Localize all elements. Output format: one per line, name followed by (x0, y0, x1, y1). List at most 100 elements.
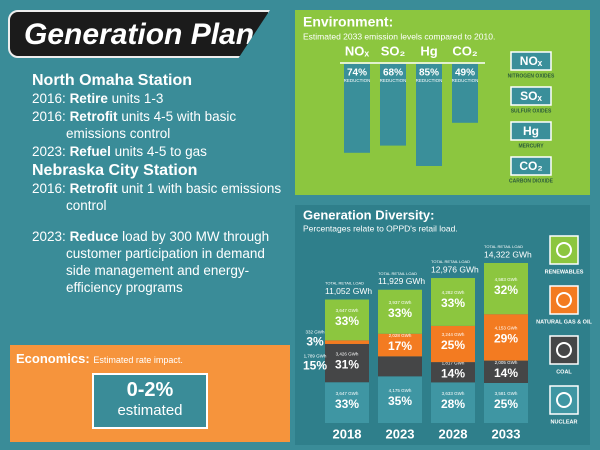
bar-segment (378, 376, 422, 423)
segment-gwh: 3,937 GWh (389, 300, 412, 305)
total-label: TOTAL RETAIL LOAD (325, 281, 364, 286)
total-label: TOTAL RETAIL LOAD (431, 259, 470, 264)
legend-box (510, 121, 552, 141)
segment-percent: 33% (388, 306, 412, 320)
bar-segment (325, 343, 369, 383)
legend-icon (549, 235, 579, 265)
segment-gwh: 4,583 GWh (495, 277, 518, 282)
segment-percent: 28% (441, 397, 465, 411)
segment-gwh: 3,633 GWh (442, 391, 465, 396)
legend-label: NATURAL GAS & OIL (536, 319, 592, 325)
segment-percent: 29% (494, 332, 518, 346)
item-year: 2016: (32, 109, 66, 124)
segment-percent: 33% (335, 397, 359, 411)
segment-percent: 17% (388, 339, 412, 353)
legend-icon (549, 285, 579, 315)
legend-symbol: Hg (523, 124, 539, 138)
segment-gwh: 3,647 GWh (336, 308, 359, 313)
year-label: 2028 (439, 426, 468, 441)
segment-percent: 14% (441, 366, 465, 380)
bar (416, 64, 442, 166)
year-label: 2033 (492, 426, 521, 441)
segment-percent: 31% (335, 357, 359, 371)
total-value: 11,052 GWh (325, 286, 372, 296)
bar-segment (325, 382, 369, 423)
plan-item: 2016: Retrofit unit 1 with basic emissio… (32, 180, 292, 214)
segment-percent: 14% (494, 366, 518, 380)
segment-gwh: 332 GWh (305, 329, 325, 334)
bar-segment (431, 362, 475, 383)
bar-segment (378, 289, 422, 334)
total-label: TOTAL RETAIL LOAD (378, 271, 417, 276)
segment-gwh: 3,244 GWh (442, 332, 465, 337)
item-text: unit 1 with basic emissions control (66, 181, 282, 213)
item-text: units 4-5 with basic emissions control (66, 109, 237, 141)
plan-item: 2016: Retrofit units 4-5 with basic emis… (32, 108, 292, 142)
economics-heading: Economics: Estimated rate impact. (16, 351, 183, 366)
segment-percent: 35% (388, 394, 412, 408)
segment-gwh: 1,817 GWh (442, 360, 465, 365)
value-note: REDUCTION (416, 78, 443, 83)
bar-segment (484, 263, 528, 315)
segment-percent: 15% (303, 359, 327, 373)
legend-box (510, 51, 552, 71)
value-label: 74% (347, 68, 367, 79)
item-text: load by 300 MW through customer particip… (66, 229, 270, 295)
legend-label: RENEWABLES (545, 269, 584, 275)
legend-symbol: SOₓ (520, 89, 542, 103)
segment-percent: 25% (494, 397, 518, 411)
bar-segment (431, 325, 475, 363)
segment-percent: 32% (494, 283, 518, 297)
chart-subtitle: Estimated 2033 emission levels compared … (303, 31, 495, 41)
legend-name: MERCURY (518, 143, 544, 149)
chart-title: Environment: (303, 14, 393, 30)
segment-gwh: 3,647 GWh (336, 391, 359, 396)
value-note: REDUCTION (452, 78, 479, 83)
title-banner: Generation Plan (8, 10, 270, 58)
plan-item: 2016: Retire units 1-3 (32, 90, 292, 107)
economics-subtitle: Estimated rate impact. (93, 355, 183, 365)
category-label: SO₂ (381, 43, 406, 58)
bar-segment (378, 333, 422, 357)
plan-item: 2023: Refuel units 4-5 to gas (32, 143, 292, 160)
rate-value: 0-2% (126, 379, 174, 401)
item-action: Retrofit (69, 109, 118, 124)
plan-list: North Omaha Station 2016: Retire units 1-… (32, 70, 292, 296)
item-action: Retrofit (69, 181, 118, 196)
legend-icon (549, 385, 579, 415)
category-label: NOₓ (345, 43, 370, 58)
year-label: 2018 (333, 426, 362, 441)
item-year: 2016: (32, 181, 66, 196)
segment-gwh: 4,153 GWh (495, 326, 518, 331)
category-label: CO₂ (452, 43, 478, 58)
bar-segment (325, 299, 369, 341)
value-label: 68% (383, 68, 403, 79)
segment-gwh: 3,581 GWh (495, 391, 518, 396)
bar-segment (484, 360, 528, 383)
legend-name: NITROGEN OXIDES (508, 73, 555, 79)
segment-percent: 3% (306, 334, 324, 348)
legend-glyph (556, 242, 572, 258)
chart-subtitle: Percentages relate to OPPD's retail load… (303, 223, 458, 233)
bar-segment (325, 340, 369, 344)
legend-label: NUCLEAR (551, 419, 578, 425)
segment-gwh: 2,005 GWh (495, 360, 518, 365)
item-year: 2016: (32, 91, 66, 106)
item-text: units 4-5 to gas (114, 144, 207, 159)
legend-label: COAL (556, 369, 572, 375)
legend-name: CARBON DIOXIDE (509, 178, 554, 184)
station-name: Nebraska City Station (32, 162, 198, 179)
segment-gwh: 4,175 GWh (389, 388, 412, 393)
bar-segment (378, 356, 422, 377)
rate-note: estimated (117, 402, 183, 419)
item-year: 2023: (32, 229, 66, 244)
segment-gwh: 4,282 GWh (442, 290, 465, 295)
bar-segment (484, 382, 528, 423)
segment-percent: 25% (441, 338, 465, 352)
legend-glyph (556, 342, 572, 358)
segment-gwh: 3,426 GWh (336, 351, 359, 356)
legend-glyph (556, 292, 572, 308)
title: Generation Plan (24, 18, 255, 51)
segment-gwh: 1,789 GWh (304, 354, 327, 359)
